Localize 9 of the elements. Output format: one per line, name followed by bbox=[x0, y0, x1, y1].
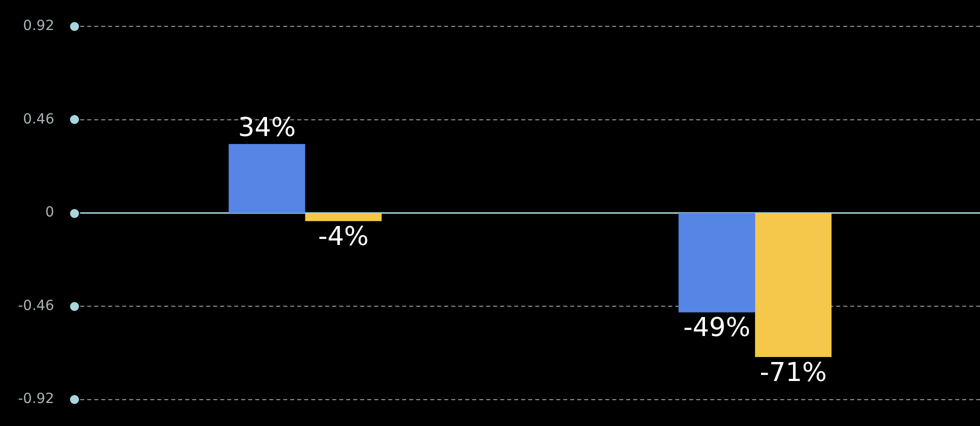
data-label: -4% bbox=[318, 222, 369, 252]
data-label: 34% bbox=[238, 112, 296, 143]
y-tick-label: 0.46 bbox=[23, 111, 54, 128]
y-tick-label: -0.92 bbox=[18, 391, 54, 408]
data-label: -49% bbox=[683, 313, 750, 344]
data-label: -71% bbox=[760, 358, 827, 388]
y-tick-label: -0.46 bbox=[18, 298, 54, 314]
y-tick-label: 0 bbox=[45, 204, 54, 221]
y-tick-label: 0.92 bbox=[23, 18, 54, 34]
